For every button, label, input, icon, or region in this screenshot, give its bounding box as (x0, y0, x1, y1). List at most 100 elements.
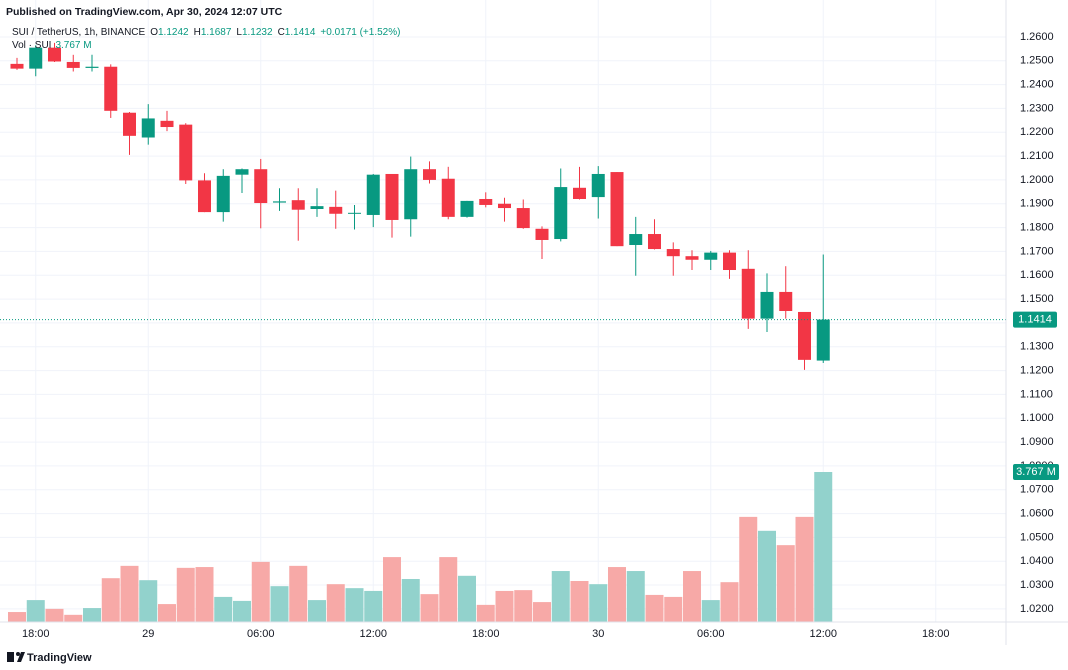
candle-body (816, 319, 830, 361)
y-tick-label: 1.2500 (1020, 55, 1054, 67)
volume-bar (739, 516, 758, 622)
candle-body (48, 47, 61, 62)
volume-bar (495, 590, 514, 622)
volume-bar (270, 586, 289, 622)
volume-bar (626, 571, 645, 622)
volume-bar (458, 575, 476, 622)
candle-body (610, 172, 624, 247)
candle-body (573, 187, 586, 199)
volume-bar (795, 516, 814, 622)
candle-body (535, 228, 549, 240)
candle-body (591, 173, 605, 198)
x-tick-label: 18:00 (472, 628, 500, 640)
legend-item: C (278, 27, 285, 38)
candle-body (66, 61, 80, 68)
legend-item: 1.1687 (201, 27, 232, 38)
y-tick-label: 1.1900 (1020, 198, 1054, 210)
volume-pane (8, 472, 833, 622)
volume-bar (158, 604, 176, 622)
candle-body (10, 63, 24, 69)
candle-body (441, 178, 455, 217)
volume-bar (664, 596, 683, 622)
volume-bar (720, 582, 739, 622)
candle-body (666, 249, 680, 257)
volume-bar (420, 594, 439, 622)
volume-bar (476, 604, 495, 622)
last-volume-label: 3.767 M (1016, 466, 1056, 478)
candle-body (516, 208, 530, 229)
volume-bar (814, 472, 833, 622)
logo-slash (17, 652, 25, 662)
logo-bar (7, 652, 14, 662)
legend-item: 1.1414 (285, 27, 316, 38)
legend-item: L (236, 27, 242, 38)
y-tick-label: 1.2400 (1020, 79, 1054, 91)
candle-body (291, 200, 305, 210)
published-note: Published on TradingView.com, Apr 30, 20… (6, 6, 283, 18)
x-tick-label: 29 (142, 628, 154, 640)
legend-item: H (194, 27, 201, 38)
y-tick-label: 1.1500 (1020, 293, 1054, 305)
y-tick-label: 1.2600 (1020, 31, 1054, 43)
y-tick-label: 1.0900 (1020, 436, 1054, 448)
x-tick-label: 06:00 (697, 628, 725, 640)
brand-logo (7, 652, 25, 662)
volume-bar (683, 571, 701, 622)
volume-bar (776, 545, 795, 622)
y-tick-label: 1.1800 (1020, 221, 1054, 233)
y-tick-label: 1.0600 (1020, 507, 1054, 519)
y-tick-label: 1.1700 (1020, 245, 1054, 257)
volume-bar (551, 571, 570, 622)
candle-body (85, 66, 99, 68)
candle-body (760, 291, 774, 319)
volume-bar (26, 600, 45, 622)
volume-legend: Vol · SUI 3.767 M (12, 40, 92, 51)
y-tick-label: 1.1100 (1020, 388, 1053, 400)
volume-bar (195, 567, 214, 622)
legend-item: 3.767 M (55, 40, 91, 51)
volume-bar (758, 530, 776, 622)
volume-bar (589, 584, 608, 622)
volume-bar (383, 557, 401, 622)
y-tick-label: 1.0700 (1020, 484, 1054, 496)
volume-bar (608, 567, 626, 622)
candle-body (198, 180, 211, 213)
legend-item: O (150, 27, 158, 38)
candle-body (104, 66, 118, 111)
volume-bar (364, 590, 383, 622)
y-tick-label: 1.0500 (1020, 531, 1054, 543)
x-tick-label: 30 (592, 628, 604, 640)
legend-item: SUI / TetherUS, 1h, BINANCE (12, 27, 146, 38)
candle-body (160, 120, 174, 128)
candle-body (779, 291, 793, 311)
last-price-tag (1013, 311, 1057, 328)
x-tick-label: 12:00 (359, 628, 387, 640)
y-tick-label: 1.0300 (1020, 579, 1054, 591)
y-tick-label: 1.2300 (1020, 102, 1054, 114)
volume-bar (308, 600, 326, 622)
last-volume-tag (1013, 464, 1059, 480)
candle-body (460, 200, 474, 217)
candle-body (310, 206, 324, 210)
volume-bar (439, 557, 458, 622)
candle-body (235, 169, 249, 175)
volume-bar (64, 614, 83, 622)
volume-bar (233, 600, 251, 622)
candle-body (704, 252, 718, 260)
candle-body (141, 118, 155, 138)
axes: 1.02001.03001.04001.05001.06001.07001.08… (0, 31, 1059, 640)
volume-bar (514, 590, 533, 622)
candle-body (273, 201, 286, 203)
volume-bar (326, 584, 345, 622)
volume-bar (8, 612, 26, 622)
candle-body (404, 169, 418, 220)
candle-body (648, 234, 661, 250)
x-tick-label: 06:00 (247, 628, 275, 640)
candle-body (685, 256, 699, 260)
last-price-label: 1.1414 (1018, 313, 1052, 325)
volume-bar (570, 580, 589, 622)
candle-body (216, 175, 230, 213)
brand: TradingView (27, 652, 92, 664)
